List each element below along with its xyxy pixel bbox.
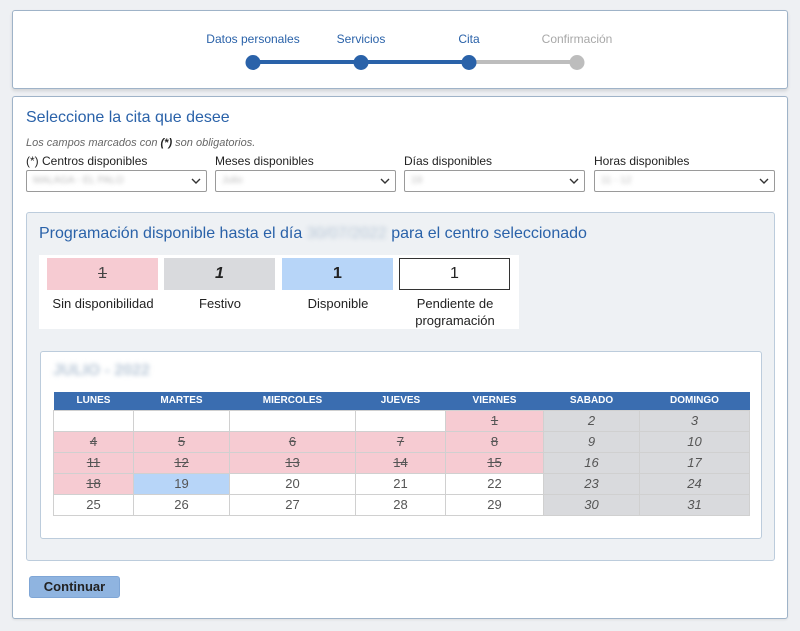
calendar-day-21: 21 xyxy=(355,472,446,495)
availability-panel: Programación disponible hasta el día 30/… xyxy=(26,212,775,561)
legend-label-pendiente: Pendiente de programación xyxy=(415,296,495,328)
weekday-header: SABADO xyxy=(543,392,640,410)
legend-label-festivo: Festivo xyxy=(199,296,241,311)
calendar-day-23: 23 xyxy=(543,472,640,495)
calendar-day-11: 11 xyxy=(53,451,134,474)
legend-label-disponible: Disponible xyxy=(307,296,369,311)
calendar-day-17: 17 xyxy=(639,451,750,474)
meses-value: Julio xyxy=(222,175,243,186)
centros-label: (*) Centros disponibles xyxy=(26,154,148,168)
calendar-legend: 1 Sin disponibilidad 1 Festivo 1 Disponi… xyxy=(39,255,519,329)
calendar-grid: LUNES MARTES MIERCOLES JUEVES VIERNES SABADO D… xyxy=(53,392,750,516)
progress-stepper: Datos personales Servicios Cita Confirma… xyxy=(12,10,788,89)
calendar-day-13: 13 xyxy=(229,451,356,474)
calendar-day-2: 2 xyxy=(543,409,640,432)
calendar-day-3: 3 xyxy=(639,409,750,432)
continue-button[interactable]: Continuar xyxy=(29,576,120,598)
step-label-datos-personales: Datos personales xyxy=(206,32,300,46)
legend-sample-disponible: 1 xyxy=(282,258,393,290)
calendar-day-12: 12 xyxy=(133,451,230,474)
weekday-header: MARTES xyxy=(133,392,230,410)
legend-sample-pendiente: 1 xyxy=(399,258,510,290)
calendar-week-row: 11 12 13 14 15 16 17 xyxy=(53,451,750,474)
calendar-week-row: 25 26 27 28 29 30 31 xyxy=(53,493,750,516)
calendar-day-27: 27 xyxy=(229,493,356,516)
calendar-day-9: 9 xyxy=(543,430,640,453)
calendar-empty-cell xyxy=(53,409,134,432)
calendar-day-31: 31 xyxy=(639,493,750,516)
step-label-cita: Cita xyxy=(458,32,480,46)
calendar-day-30: 30 xyxy=(543,493,640,516)
page-title: Seleccione la cita que desee xyxy=(26,109,230,126)
calendar-empty-cell xyxy=(355,409,446,432)
meses-label: Meses disponibles xyxy=(215,154,314,168)
calendar-week-row: 4 5 6 7 8 9 10 xyxy=(53,430,750,453)
calendar-empty-cell xyxy=(133,409,230,432)
step-dot-servicios xyxy=(353,55,369,70)
chevron-down-icon xyxy=(569,178,579,184)
calendar-day-6: 6 xyxy=(229,430,356,453)
calendar-day-1: 1 xyxy=(445,409,544,432)
calendar-day-20: 20 xyxy=(229,472,356,495)
calendar-day-16: 16 xyxy=(543,451,640,474)
horas-select[interactable]: 11 - 12 xyxy=(594,170,775,192)
availability-end-date: 30/07/2022 xyxy=(306,225,387,242)
stepper-line-pending xyxy=(469,60,577,64)
calendar-month-title: JULIO - 2022 xyxy=(53,362,150,379)
dias-value: 19 xyxy=(411,175,423,186)
legend-sample-festivo: 1 xyxy=(164,258,275,290)
calendar-empty-cell xyxy=(229,409,356,432)
calendar-day-26: 26 xyxy=(133,493,230,516)
calendar-day-22: 22 xyxy=(445,472,544,495)
chevron-down-icon xyxy=(191,178,201,184)
calendar-day-18: 18 xyxy=(53,472,134,495)
step-label-confirmacion: Confirmación xyxy=(541,32,613,46)
horas-label: Horas disponibles xyxy=(594,154,690,168)
calendar-day-14: 14 xyxy=(355,451,446,474)
weekday-header: DOMINGO xyxy=(639,392,750,410)
legend-label-sin-disponibilidad: Sin disponibilidad xyxy=(52,296,154,311)
calendar-day-10: 10 xyxy=(639,430,750,453)
legend-sample-sin-disponibilidad: 1 xyxy=(47,258,158,290)
calendar-day-25: 25 xyxy=(53,493,134,516)
centros-select[interactable]: MALAGA - EL PALO xyxy=(26,170,207,192)
weekday-header: LUNES xyxy=(53,392,134,410)
step-dot-cita xyxy=(461,55,477,70)
required-fields-note: Los campos marcados con (*) son obligato… xyxy=(26,137,256,149)
weekday-header: MIERCOLES xyxy=(229,392,356,410)
calendar-day-28: 28 xyxy=(355,493,446,516)
appointment-form: Seleccione la cita que desee Los campos … xyxy=(12,96,788,619)
calendar-day-15: 15 xyxy=(445,451,544,474)
dias-select[interactable]: 19 xyxy=(404,170,585,192)
month-calendar: JULIO - 2022 LUNES MARTES MIERCOLES JUEVES V… xyxy=(40,351,762,539)
calendar-week-row: 18 19 20 21 22 23 24 xyxy=(53,472,750,495)
step-dot-datos-personales xyxy=(245,55,261,70)
calendar-day-24: 24 xyxy=(639,472,750,495)
centros-value: MALAGA - EL PALO xyxy=(33,175,124,186)
weekday-header: JUEVES xyxy=(355,392,446,410)
calendar-day-7: 7 xyxy=(355,430,446,453)
calendar-day-5: 5 xyxy=(133,430,230,453)
calendar-day-19[interactable]: 19 xyxy=(133,472,230,495)
calendar-day-4: 4 xyxy=(53,430,134,453)
chevron-down-icon xyxy=(759,178,769,184)
step-dot-confirmacion xyxy=(569,55,585,70)
horas-value: 11 - 12 xyxy=(601,175,632,186)
calendar-day-29: 29 xyxy=(445,493,544,516)
chevron-down-icon xyxy=(380,178,390,184)
meses-select[interactable]: Julio xyxy=(215,170,396,192)
weekday-header: VIERNES xyxy=(445,392,544,410)
dias-label: Días disponibles xyxy=(404,154,493,168)
calendar-day-8: 8 xyxy=(445,430,544,453)
availability-title: Programación disponible hasta el día 30/… xyxy=(39,225,587,242)
step-label-servicios: Servicios xyxy=(336,32,386,46)
